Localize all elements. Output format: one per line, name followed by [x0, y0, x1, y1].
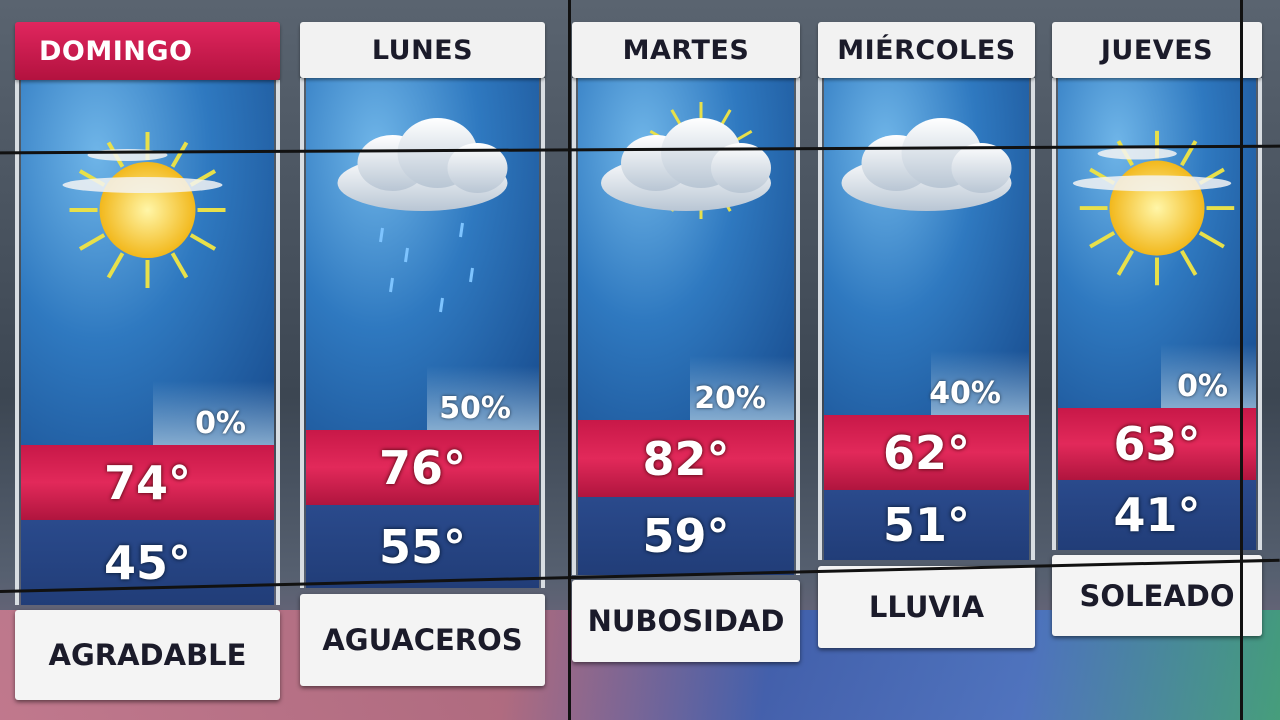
condition-label: NUBOSIDAD [572, 580, 800, 662]
sun-partly-cloudy-icon [1058, 98, 1256, 328]
precip-chance: 40% [929, 351, 1029, 415]
day-card: 0% JUEVES 63° 41° SOLEADO [1052, 22, 1262, 636]
cloud-rain-icon [306, 98, 539, 328]
precip-chance: 0% [152, 381, 274, 445]
precip-chance: 50% [427, 366, 539, 430]
low-temp: 51° [824, 490, 1029, 560]
sky-panel: 40% [824, 78, 1029, 415]
low-temp: 45° [21, 520, 274, 605]
day-card: 20% MARTES 82° 59° NUBOSIDAD [572, 22, 800, 662]
high-temp: 62° [824, 415, 1029, 490]
day-header: MIÉRCOLES [818, 22, 1035, 78]
day-card: 0% DOMINGO 74° 45° AGRADABLE [15, 22, 280, 700]
day-header: DOMINGO [15, 22, 280, 80]
condition-label: SOLEADO [1052, 555, 1262, 636]
condition-label: AGRADABLE [15, 610, 280, 700]
low-temp: 55° [306, 505, 539, 588]
sky-panel: 0% [21, 80, 274, 445]
grid-line [1240, 0, 1243, 720]
condition-label: AGUACEROS [300, 594, 545, 686]
day-header: MARTES [572, 22, 800, 78]
low-temp: 59° [578, 497, 794, 575]
cloud-sun-icon [578, 98, 794, 328]
high-temp: 76° [306, 430, 539, 505]
day-card: 50% LUNES 76° 55° AGUACEROS [300, 22, 545, 686]
sky-panel: 50% [306, 78, 539, 430]
high-temp: 82° [578, 420, 794, 497]
precip-chance: 20% [690, 356, 794, 420]
sun-partly-cloudy-icon [21, 100, 274, 330]
high-temp: 63° [1058, 408, 1256, 480]
day-header: LUNES [300, 22, 545, 78]
grid-line [568, 0, 571, 720]
day-card: 40% MIÉRCOLES 62° 51° LLUVIA [818, 22, 1035, 648]
cloud-icon [824, 98, 1029, 328]
condition-label: LLUVIA [818, 566, 1035, 648]
sky-panel: 0% [1058, 78, 1256, 408]
day-header: JUEVES [1052, 22, 1262, 78]
low-temp: 41° [1058, 480, 1256, 550]
high-temp: 74° [21, 445, 274, 520]
sky-panel: 20% [578, 78, 794, 420]
